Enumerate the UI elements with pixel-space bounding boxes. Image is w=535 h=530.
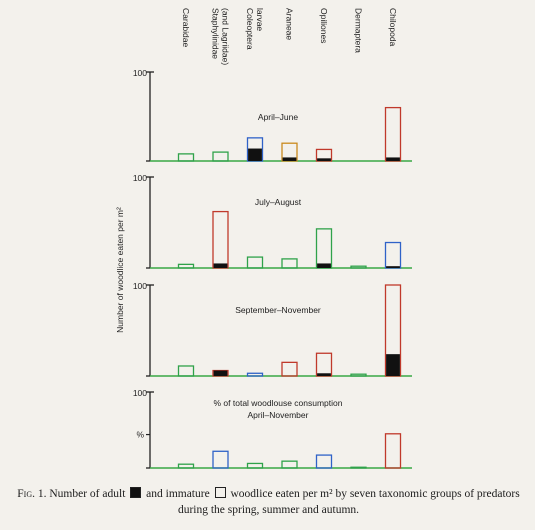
y-tick-label: 100 xyxy=(133,68,147,78)
chart-figure: Carabidae Staphylinidae (and Lagriidae) Col… xyxy=(115,8,412,469)
bar-adult xyxy=(386,266,400,268)
panel-title: % of total woodlouse consumption xyxy=(214,398,343,408)
bar-adult xyxy=(317,158,331,161)
y-tick-label: 100 xyxy=(133,388,147,398)
category-label: Chilopoda xyxy=(388,8,398,47)
bar-adult xyxy=(248,148,262,161)
category-label: Coleoptera xyxy=(245,8,255,50)
category-label: Staphylinidae xyxy=(211,8,221,59)
bar-adult xyxy=(213,263,228,268)
bar-outline xyxy=(384,241,402,269)
y-tick-label: 100 xyxy=(133,173,147,183)
category-label: Opiliones xyxy=(319,8,329,43)
category-label: Araneae xyxy=(285,8,295,40)
category-label: (and Lagriidae) xyxy=(221,8,231,65)
bar-outline xyxy=(212,151,229,162)
chart-panel: 100 September–November xyxy=(133,281,412,377)
bar-outline xyxy=(246,462,264,469)
bar-outline xyxy=(246,372,264,377)
bar-adult xyxy=(213,370,228,376)
panel-title: April–June xyxy=(258,112,298,122)
y-tick-label: 100 xyxy=(133,281,147,291)
adult-legend-swatch xyxy=(130,487,142,498)
bar-outline xyxy=(384,433,402,469)
panel-subtitle: April–November xyxy=(248,410,309,420)
bar-outline xyxy=(212,210,229,269)
bar-adult xyxy=(386,157,400,161)
bar-outline xyxy=(281,460,298,469)
bar-outline xyxy=(177,263,195,269)
immature-legend-swatch xyxy=(214,487,226,498)
bar-outline xyxy=(350,466,367,469)
y-tick-label: % xyxy=(136,430,144,440)
bar-outline xyxy=(246,256,264,269)
bar-outline xyxy=(281,258,298,269)
bar-adult xyxy=(317,263,331,268)
y-axis-label: Number of woodlice eaten per m² xyxy=(115,207,125,333)
bar-outline xyxy=(315,228,333,269)
caption-text-3: woodlice eaten per m² by seven taxonomic… xyxy=(177,488,520,516)
caption-text-2: and immature xyxy=(146,488,210,500)
bar-outline xyxy=(350,373,367,377)
bar-outline xyxy=(384,106,402,162)
chart-panel: 100% % of total woodlouse consumption Apri… xyxy=(133,388,412,469)
chart-panel: 100 July–August xyxy=(133,173,412,269)
bar-outline xyxy=(315,454,333,469)
bar-outline xyxy=(177,463,195,469)
bar-adult xyxy=(282,157,297,161)
bar-outline xyxy=(315,352,333,377)
panel-title: September–November xyxy=(235,305,321,315)
bar-outline xyxy=(281,361,298,377)
category-label: Dermaptera xyxy=(354,8,364,53)
chart-panel: 100 April–June xyxy=(133,68,412,162)
bar-outline xyxy=(177,153,195,162)
figure-caption: Fig. 1. Number of adult and immature woo… xyxy=(6,486,531,518)
bar-outline xyxy=(350,265,367,269)
caption-text-1: Number of adult xyxy=(49,488,126,500)
caption-lead: Fig. 1. xyxy=(17,488,47,500)
category-label: Carabidae xyxy=(181,8,191,47)
bar-adult xyxy=(317,373,331,376)
bar-adult xyxy=(386,354,400,376)
bar-outline xyxy=(177,365,195,377)
bar-outline xyxy=(212,450,229,469)
panel-title: July–August xyxy=(255,197,302,207)
category-label: larvae xyxy=(255,8,265,31)
